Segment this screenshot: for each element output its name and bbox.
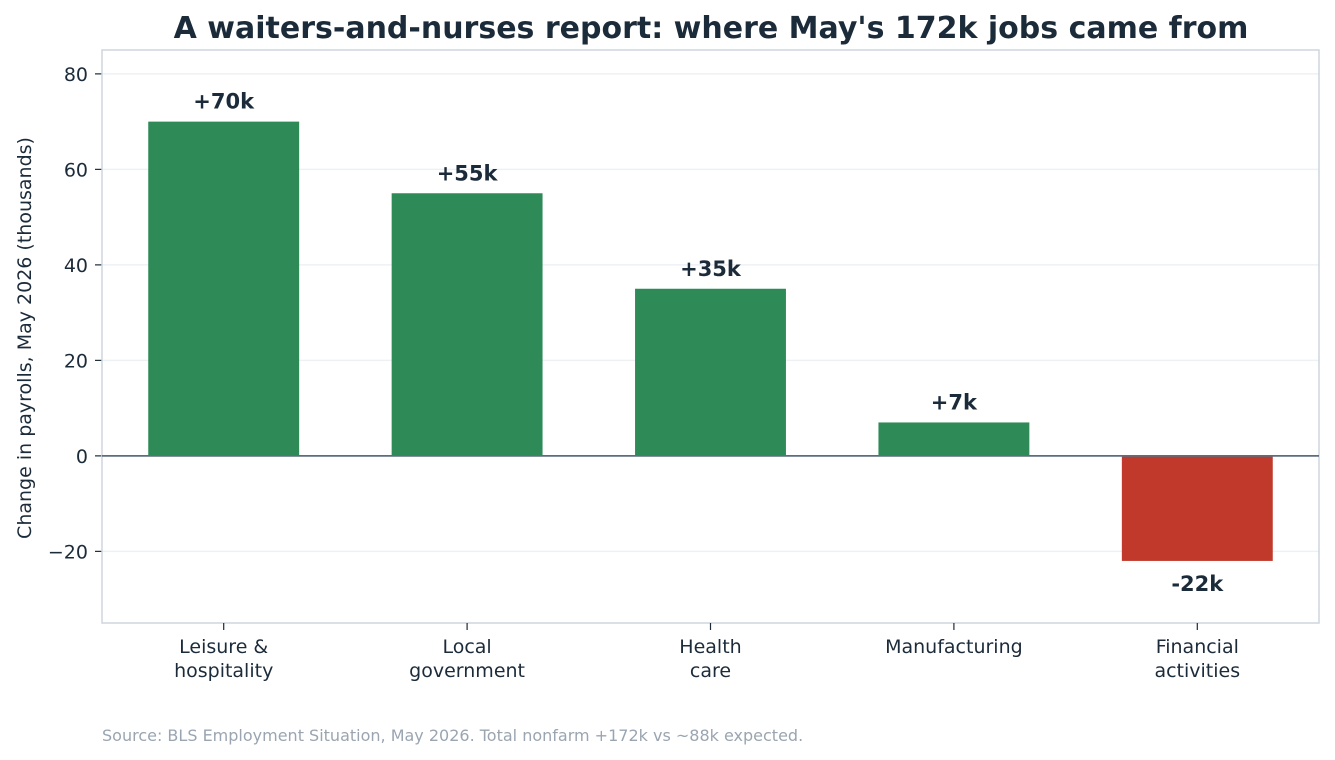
y-tick-label: 80 — [64, 64, 88, 86]
data-labels: +70k +55k +35k +7k -22k — [193, 90, 1224, 596]
y-tick-label: 60 — [64, 159, 88, 181]
y-tick-label: −20 — [48, 541, 88, 563]
bar — [1121, 455, 1273, 561]
x-tick-label: Leisure & hospitality — [174, 636, 273, 682]
axes — [95, 49, 1320, 630]
bar — [635, 288, 786, 456]
bar — [878, 422, 1030, 456]
y-tick-label: 40 — [64, 255, 88, 277]
chart-title: A waiters-and-nurses report: where May's… — [174, 11, 1249, 46]
bars — [148, 121, 1273, 561]
x-tick-label: Local government — [409, 636, 525, 682]
data-label: +35k — [680, 257, 742, 281]
x-tick-label: Manufacturing — [885, 636, 1023, 658]
y-tick-label: 0 — [76, 446, 88, 468]
x-tick-label: Health care — [679, 636, 741, 682]
y-tick-label: 20 — [64, 350, 88, 372]
gridlines — [102, 73, 1319, 553]
x-tick-label: Financial activities — [1154, 636, 1240, 682]
source-note: Source: BLS Employment Situation, May 20… — [102, 726, 803, 745]
y-axis-label: Change in payrolls, May 2026 (thousands) — [14, 137, 36, 539]
bar — [148, 121, 300, 456]
tick-labels: −20 0 20 40 60 80 Leisure & hospitality Local gov… — [48, 64, 1240, 682]
data-label: +70k — [193, 90, 255, 114]
bar — [391, 193, 543, 456]
data-label: -22k — [1171, 572, 1224, 596]
data-label: +55k — [437, 161, 499, 185]
data-label: +7k — [931, 390, 978, 414]
